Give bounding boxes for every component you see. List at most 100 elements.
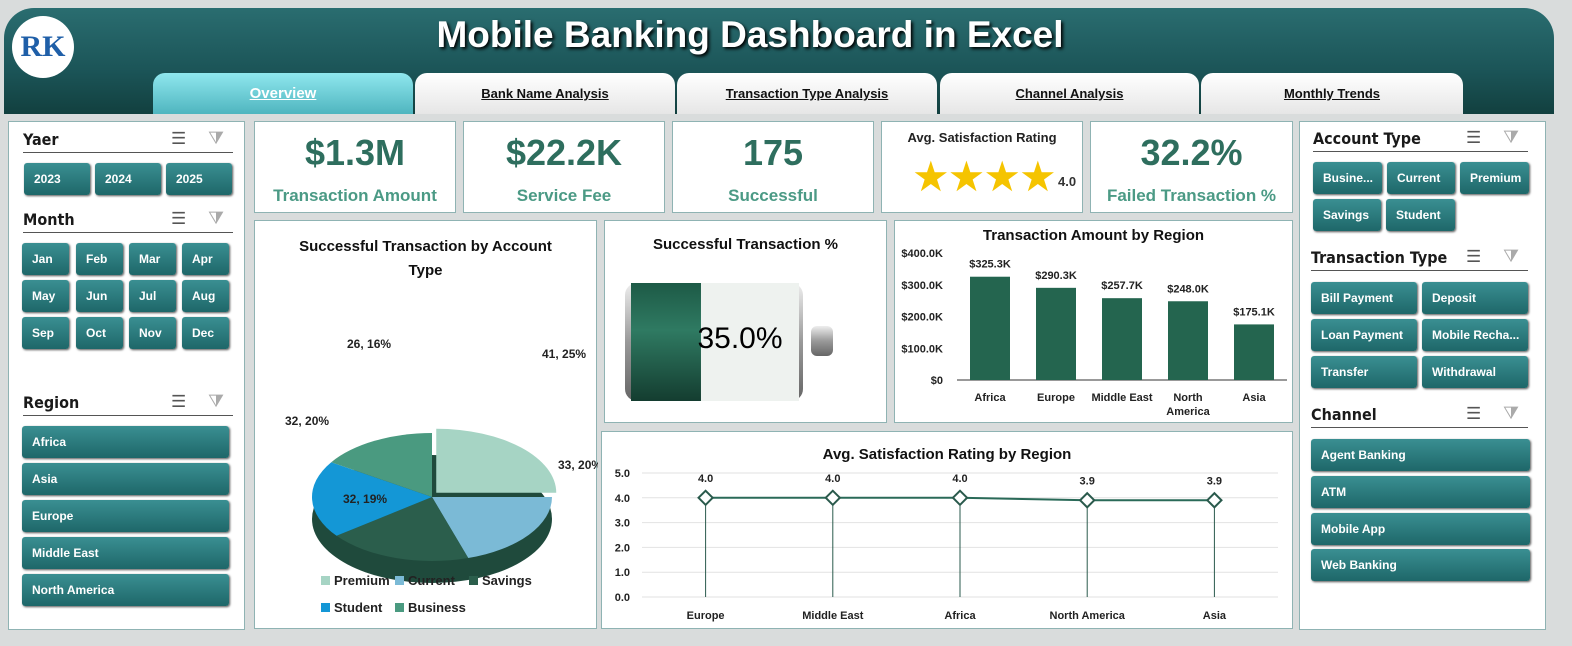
tab-channel-analysis[interactable]: Channel Analysis — [940, 73, 1199, 114]
slicer-item-apr[interactable]: Apr — [182, 243, 229, 275]
x-tick-label: Europe — [687, 610, 725, 622]
bar-chart-panel: Transaction Amount by Region $0 $100.0K $2… — [894, 220, 1293, 423]
star-icon: ★ — [1018, 153, 1057, 200]
y-tick-label: $0 — [931, 375, 943, 387]
slicer-item-mar[interactable]: Mar — [129, 243, 176, 275]
slicer-item-premium[interactable]: Premium — [1460, 162, 1529, 194]
slicer-item-jan[interactable]: Jan — [22, 243, 69, 275]
star-rating: ★★★★★ — [912, 153, 1057, 200]
y-tick-label: $100.0K — [901, 343, 943, 355]
clear-filter-icon[interactable]: ⧩ — [1503, 403, 1520, 423]
slicer-item-asia[interactable]: Asia — [22, 463, 229, 495]
line-data-label: 3.9 — [1207, 475, 1222, 487]
gauge-value: 35.0% — [697, 322, 782, 355]
slicer-item-middle-east[interactable]: Middle East — [22, 537, 229, 569]
slicer-item-sep[interactable]: Sep — [22, 317, 69, 349]
line-data-label: 3.9 — [1080, 475, 1095, 487]
kpi-avg-satisfaction: Avg. Satisfaction Rating ★★★★★ 4.0 — [881, 121, 1083, 213]
slicer-item-nov[interactable]: Nov — [129, 317, 176, 349]
x-tick-label: Asia — [1242, 392, 1266, 404]
x-tick-label: Africa — [944, 610, 976, 622]
multi-select-icon[interactable]: ☰ — [171, 392, 187, 411]
slicer-item-bill-payment[interactable]: Bill Payment — [1311, 282, 1417, 314]
pie-chart: 41, 25% 33, 20% 32, 19% 32, 20% 26, 16% Premi… — [285, 337, 598, 615]
line-chart: 0.0 1.0 2.0 3.0 4.0 5.0 Europe 4.0 Middle East 4.… — [615, 468, 1278, 622]
multi-select-icon[interactable]: ☰ — [1466, 128, 1482, 147]
y-tick-label: 1.0 — [615, 567, 630, 579]
slicer-title-month: Month — [23, 210, 75, 229]
legend-label: Savings — [482, 573, 532, 588]
clear-filter-icon[interactable]: ⧩ — [208, 128, 225, 148]
slicer-item-oct[interactable]: Oct — [76, 317, 123, 349]
tab-monthly-trends[interactable]: Monthly Trends — [1201, 73, 1463, 114]
bar-data-label: $175.1K — [1233, 306, 1275, 318]
clear-filter-icon[interactable]: ⧩ — [208, 208, 225, 228]
slicer-item-aug[interactable]: Aug — [182, 280, 229, 312]
bar-data-label: $248.0K — [1167, 283, 1209, 295]
page-title: Mobile Banking Dashboard in Excel — [436, 14, 1064, 55]
slicer-item-busine[interactable]: Busine... — [1313, 162, 1382, 194]
tab-overview[interactable]: Overview — [153, 73, 413, 114]
divider — [23, 232, 233, 233]
slicer-item-jul[interactable]: Jul — [129, 280, 176, 312]
line-marker — [824, 489, 842, 507]
legend-label: Premium — [334, 573, 390, 588]
multi-select-icon[interactable]: ☰ — [1466, 247, 1482, 266]
slicer-item-mobile-app[interactable]: Mobile App — [1311, 513, 1530, 545]
slicer-item-agent-banking[interactable]: Agent Banking — [1311, 439, 1530, 471]
kpi-transaction-amount: $1.3M Transaction Amount — [254, 121, 456, 213]
kpi-successful: 175 Successful — [672, 121, 874, 213]
slicer-item-europe[interactable]: Europe — [22, 500, 229, 532]
slicer-item-deposit[interactable]: Deposit — [1422, 282, 1528, 314]
slicer-item-dec[interactable]: Dec — [182, 317, 229, 349]
slicer-item-2025[interactable]: 2025 — [166, 163, 232, 195]
slicer-item-africa[interactable]: Africa — [22, 426, 229, 458]
tab-bank-name-analysis[interactable]: Bank Name Analysis — [415, 73, 675, 114]
multi-select-icon[interactable]: ☰ — [171, 209, 187, 228]
slicer-item-savings[interactable]: Savings — [1313, 199, 1381, 231]
clear-filter-icon[interactable]: ⧩ — [1503, 246, 1520, 266]
slicer-item-2023[interactable]: 2023 — [24, 163, 90, 195]
kpi-label: Transaction Amount — [273, 186, 437, 205]
slicer-item-web-banking[interactable]: Web Banking — [1311, 549, 1530, 581]
x-tick-label: Africa — [974, 392, 1006, 404]
battery-gauge-panel: Successful Transaction % 35.0% — [604, 220, 887, 423]
slicer-item-loan-payment[interactable]: Loan Payment — [1311, 319, 1417, 351]
y-tick-label: $300.0K — [901, 280, 943, 292]
clear-filter-icon[interactable]: ⧩ — [208, 391, 225, 411]
slicer-title-region: Region — [23, 393, 80, 412]
slicer-item-current[interactable]: Current — [1387, 162, 1455, 194]
bar-africa — [970, 276, 1010, 380]
logo: RK — [12, 16, 74, 78]
multi-select-icon[interactable]: ☰ — [1466, 404, 1482, 423]
slicer-item-student[interactable]: Student — [1386, 199, 1455, 231]
battery-fill — [631, 283, 701, 401]
chart-title: Successful Transaction by Account Type — [299, 238, 552, 279]
y-tick-label: $400.0K — [901, 248, 943, 260]
pie-data-label: 33, 20% — [558, 458, 598, 472]
slicer-item-jun[interactable]: Jun — [76, 280, 123, 312]
divider — [1313, 151, 1528, 152]
legend-swatch — [321, 603, 330, 612]
slicer-title-account-type: Account Type — [1313, 129, 1421, 148]
y-tick-label: 4.0 — [615, 493, 630, 505]
multi-select-icon[interactable]: ☰ — [171, 129, 187, 148]
divider — [1311, 270, 1528, 271]
slicer-item-feb[interactable]: Feb — [76, 243, 123, 275]
legend-swatch — [469, 576, 478, 585]
star-icon: ★ — [983, 153, 1021, 200]
x-tick-label: Europe — [1037, 392, 1075, 404]
slicer-item-transfer[interactable]: Transfer — [1311, 356, 1417, 388]
slicer-item-atm[interactable]: ATM — [1311, 476, 1530, 508]
slicer-item-2024[interactable]: 2024 — [95, 163, 161, 195]
x-tick-label: Middle East — [802, 610, 863, 622]
slicer-item-may[interactable]: May — [22, 280, 69, 312]
clear-filter-icon[interactable]: ⧩ — [1503, 127, 1520, 147]
pie-data-label: 41, 25% — [542, 347, 586, 361]
line-marker — [951, 489, 969, 507]
tab-transaction-type-analysis[interactable]: Transaction Type Analysis — [677, 73, 937, 114]
slicer-item-north-america[interactable]: North America — [22, 574, 229, 606]
slicer-item-withdrawal[interactable]: Withdrawal — [1422, 356, 1528, 388]
y-tick-label: 0.0 — [615, 592, 630, 604]
slicer-item-mobile-recha[interactable]: Mobile Recha... — [1422, 319, 1528, 351]
